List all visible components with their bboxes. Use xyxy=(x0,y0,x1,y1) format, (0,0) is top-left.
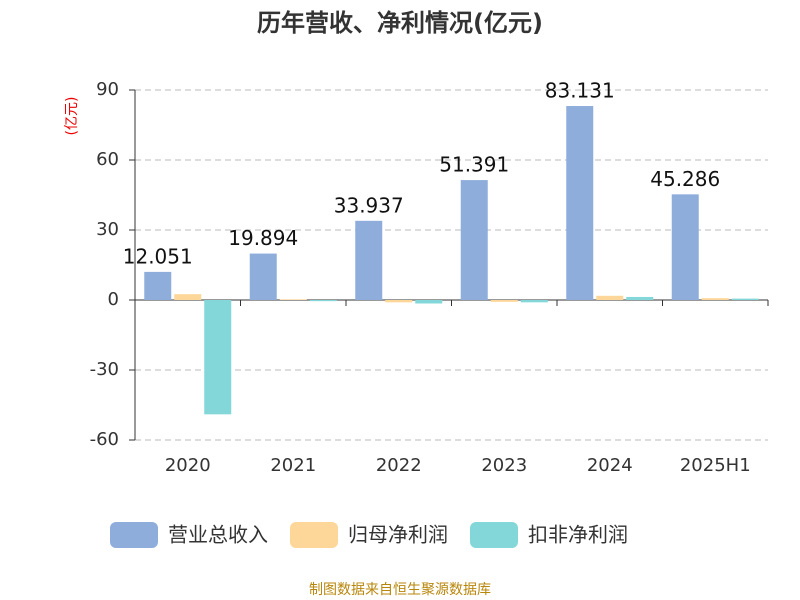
legend-swatch xyxy=(290,522,338,548)
legend-label: 营业总收入 xyxy=(168,523,268,547)
bar xyxy=(671,194,699,300)
legend-swatch xyxy=(470,522,518,548)
y-tick-label: -30 xyxy=(90,359,119,380)
bar xyxy=(520,300,548,303)
value-label: 12.051 xyxy=(123,244,193,268)
legend-swatch xyxy=(110,522,158,548)
bar xyxy=(490,300,518,302)
bar xyxy=(249,253,277,300)
x-tick-label: 2021 xyxy=(270,455,316,476)
value-label: 33.937 xyxy=(334,193,404,217)
bar xyxy=(355,220,383,300)
bar xyxy=(174,294,202,300)
bar xyxy=(279,299,307,300)
y-tick-label: -60 xyxy=(90,429,119,450)
value-label: 83.131 xyxy=(545,79,615,103)
bar xyxy=(701,298,729,300)
value-label: 19.894 xyxy=(228,226,298,250)
bar xyxy=(144,271,172,300)
x-tick-label: 2025H1 xyxy=(680,455,751,476)
value-label: 51.391 xyxy=(439,153,509,177)
bar xyxy=(309,300,337,302)
bar xyxy=(566,106,594,300)
bar xyxy=(460,180,488,300)
legend-label: 扣非净利润 xyxy=(528,523,628,547)
x-tick-label: 2024 xyxy=(587,455,633,476)
source-note: 制图数据来自恒生聚源数据库 xyxy=(309,582,491,598)
bar xyxy=(626,296,654,300)
bar xyxy=(596,295,624,300)
legend-label: 归母净利润 xyxy=(348,523,448,547)
y-tick-label: 0 xyxy=(108,289,119,310)
bar xyxy=(731,298,759,300)
x-tick-label: 2020 xyxy=(165,455,211,476)
y-tick-label: 60 xyxy=(96,149,119,170)
bar xyxy=(204,300,232,415)
chart-title: 历年营收、净利情况(亿元) xyxy=(257,9,543,37)
x-tick-label: 2023 xyxy=(481,455,527,476)
y-tick-label: 30 xyxy=(96,219,119,240)
bar xyxy=(385,300,413,303)
value-label: 45.286 xyxy=(650,167,720,191)
y-tick-label: 90 xyxy=(96,79,119,100)
y-axis-label: (亿元) xyxy=(64,97,80,136)
bar xyxy=(415,300,443,304)
x-tick-label: 2022 xyxy=(376,455,422,476)
